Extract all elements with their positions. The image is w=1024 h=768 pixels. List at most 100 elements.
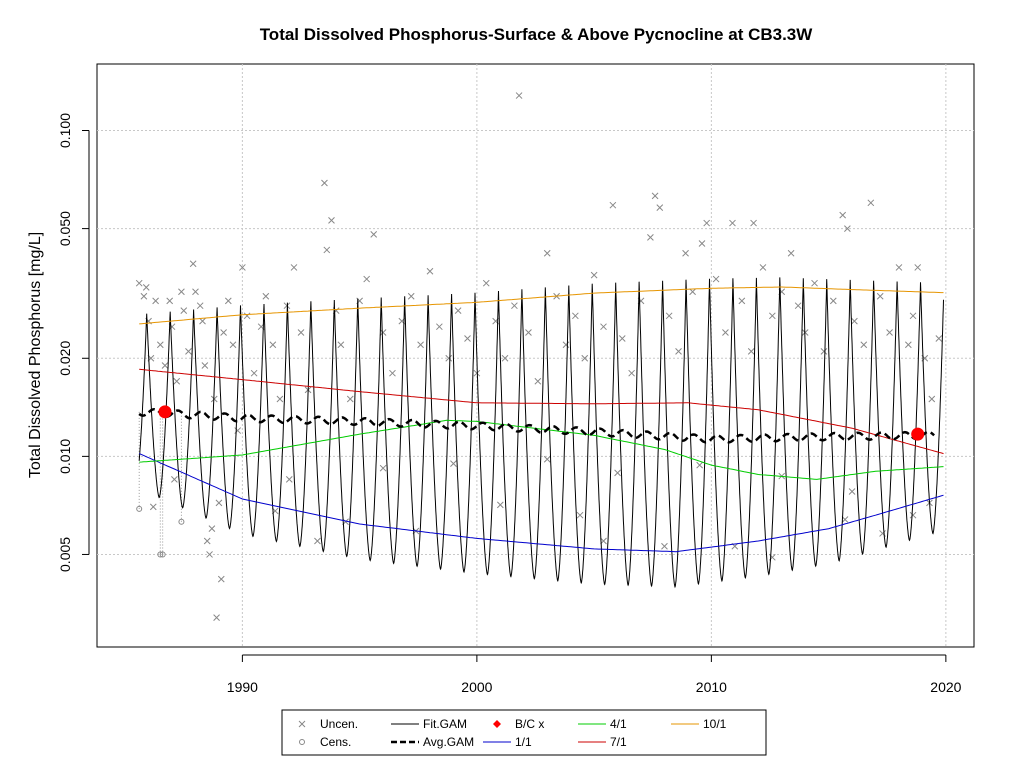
uncensored-point: [206, 551, 213, 558]
plot-frame: [96, 63, 975, 648]
y-axis: 0.005 0.010 0.020 0.050 0.100: [57, 113, 90, 572]
x-axis: 1990 2000 2010 2020: [227, 654, 962, 695]
uncensored-point: [895, 264, 903, 271]
uncensored-point: [867, 199, 875, 207]
uncensored-point: [525, 329, 532, 336]
uncensored-point: [379, 464, 387, 472]
uncensored-point: [886, 329, 893, 336]
legend-item-avg: Avg.GAM: [391, 735, 474, 749]
legend-item-cens: Cens.: [299, 735, 351, 749]
uncensored-point: [562, 341, 570, 349]
uncensored-point: [794, 302, 802, 310]
avg-gam-line: [138, 407, 935, 444]
legend-box: [281, 709, 767, 756]
uncensored-point: [841, 516, 849, 523]
uncensored-point: [321, 179, 328, 187]
uncensored-point: [543, 249, 551, 257]
uncensored-point: [628, 369, 635, 377]
y-tick-label: 0.005: [57, 537, 73, 572]
uncensored-point: [829, 297, 837, 305]
legend-item-d41: 4/1: [578, 717, 627, 731]
uncensored-point: [689, 288, 696, 296]
uncensored-point: [314, 537, 321, 545]
uncensored-point: [787, 249, 795, 257]
x-tick-label: 2010: [696, 679, 727, 695]
uncensored-point: [675, 348, 682, 355]
uncensored-point: [851, 317, 858, 325]
legend-x-icon: [298, 720, 306, 728]
x-tick-label: 1990: [227, 679, 258, 695]
fit-gam-line: [138, 277, 944, 589]
uncensored-point: [496, 501, 504, 509]
curve-1-1: [139, 453, 944, 553]
y-tick-label: 0.100: [57, 113, 73, 148]
uncensored-point: [224, 297, 232, 305]
uncensored-point: [161, 362, 169, 369]
uncensored-point: [860, 341, 868, 349]
uncensored-point: [698, 240, 706, 247]
uncensored-point: [203, 537, 211, 545]
uncensored-point: [142, 284, 150, 291]
y-tick-label: 0.050: [57, 211, 73, 246]
uncensored-point: [844, 225, 851, 232]
legend-label: 4/1: [610, 717, 627, 731]
uncensored-point: [747, 348, 755, 355]
legend-item-d11: 1/1: [483, 735, 532, 749]
uncensored-point: [820, 348, 828, 355]
uncensored-point: [171, 476, 178, 483]
uncensored-point: [543, 455, 551, 463]
curve-4-1: [139, 419, 944, 480]
uncensored-point: [220, 329, 227, 336]
uncensored-point: [876, 292, 884, 300]
legend-label: B/C x: [515, 717, 544, 731]
uncensored-point: [839, 211, 847, 219]
legend: Uncen. Cens. Fit.GAM Avg.GAM B/C x 1/1 4/1 7/1 1…: [298, 717, 727, 749]
legend-item-d71: 7/1: [578, 735, 627, 749]
y-axis-label: Total Dissolved Phosphorus [mg/L]: [27, 232, 44, 478]
uncensored-point: [135, 279, 143, 287]
legend-label: 1/1: [515, 735, 532, 749]
x-tick-label: 2020: [930, 679, 961, 695]
y-tick-label: 0.020: [57, 341, 73, 376]
uncensored-point: [178, 288, 185, 296]
uncensored-point: [750, 219, 757, 227]
uncensored-point: [201, 362, 209, 369]
data-layer: [135, 92, 944, 621]
uncensored-point: [229, 341, 237, 349]
censored-point: [136, 505, 143, 512]
uncensored-point: [811, 279, 818, 287]
uncensored-point: [729, 219, 736, 227]
uncensored-point: [180, 307, 188, 315]
uncensored-point: [600, 323, 607, 331]
uncensored-point: [914, 264, 922, 271]
uncensored-point: [703, 219, 711, 227]
uncensored-point: [407, 292, 415, 300]
uncensored-point: [928, 395, 936, 403]
uncensored-point: [328, 217, 335, 224]
legend-item-d101: 10/1: [671, 717, 727, 731]
legend-diamond-icon: [493, 720, 501, 728]
uncensored-point: [712, 275, 720, 283]
uncensored-point: [651, 192, 659, 200]
uncensored-point: [682, 249, 689, 257]
legend-label: Fit.GAM: [423, 717, 467, 731]
uncensored-point: [511, 302, 518, 310]
uncensored-point: [173, 377, 181, 385]
uncensored-point: [935, 335, 943, 342]
uncensored-point: [661, 542, 668, 550]
uncensored-point: [213, 614, 220, 621]
curve-10-1: [139, 286, 944, 325]
uncensored-point: [166, 297, 174, 305]
uncensored-point: [217, 575, 225, 583]
uncensored-point: [656, 204, 664, 211]
baseline-current-point: [158, 405, 172, 419]
curve-7-1: [139, 368, 944, 455]
uncensored-point: [618, 335, 626, 342]
uncensored-point: [426, 267, 434, 275]
uncensored-point: [215, 499, 223, 507]
uncensored-point: [909, 312, 917, 320]
uncensored-point: [370, 231, 378, 238]
uncensored-point: [285, 476, 293, 483]
uncensored-point: [276, 395, 284, 403]
